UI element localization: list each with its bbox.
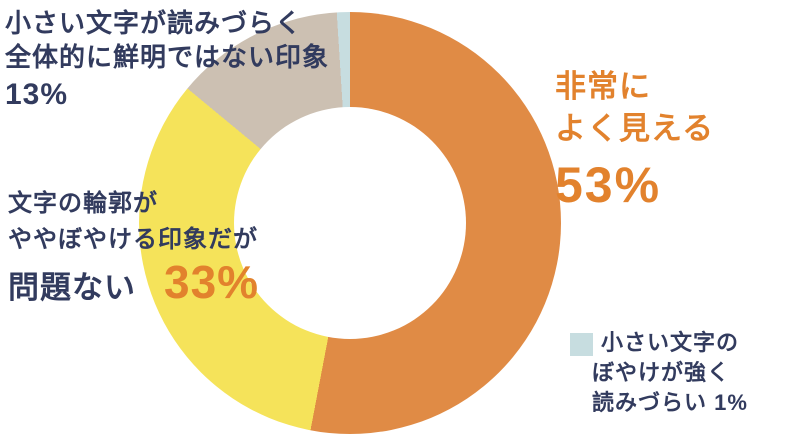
label-slight-blur-line3: 問題ない bbox=[8, 270, 136, 305]
donut-hole bbox=[234, 107, 466, 339]
label-very-visible: 非常に よく見える 53% bbox=[555, 66, 714, 212]
label-unsharp-impression: 小さい文字が読みづらく 全体的に鮮明ではない印象 13% bbox=[5, 6, 329, 114]
label-unsharp-line2: 全体的に鮮明ではない印象 bbox=[5, 42, 330, 72]
label-strong-blur: 小さい文字の ぼやけが強く 読みづらい 1% bbox=[592, 328, 748, 418]
label-strong-blur-line2: ぼやけが強く bbox=[592, 360, 731, 385]
label-slight-blur-percent: 33% bbox=[164, 256, 260, 308]
label-unsharp-percent: 13% bbox=[5, 78, 69, 111]
label-unsharp-line1: 小さい文字が読みづらく bbox=[5, 8, 303, 38]
label-very-visible-percent: 53% bbox=[555, 157, 662, 213]
legend-swatch-strong-blur bbox=[570, 333, 593, 356]
label-very-visible-line2: よく見える bbox=[555, 111, 715, 146]
label-slight-blur-line2: ややぼやける印象だが bbox=[8, 226, 258, 253]
label-very-visible-line1: 非常に bbox=[555, 69, 651, 104]
label-slight-blur-ok: 文字の輪郭が ややぼやける印象だが 問題ない 33% bbox=[8, 186, 259, 306]
label-strong-blur-line3: 読みづらい 1% bbox=[592, 390, 748, 415]
label-slight-blur-line1: 文字の輪郭が bbox=[8, 190, 158, 217]
label-strong-blur-line1: 小さい文字の bbox=[601, 330, 740, 355]
donut-chart bbox=[139, 12, 561, 434]
